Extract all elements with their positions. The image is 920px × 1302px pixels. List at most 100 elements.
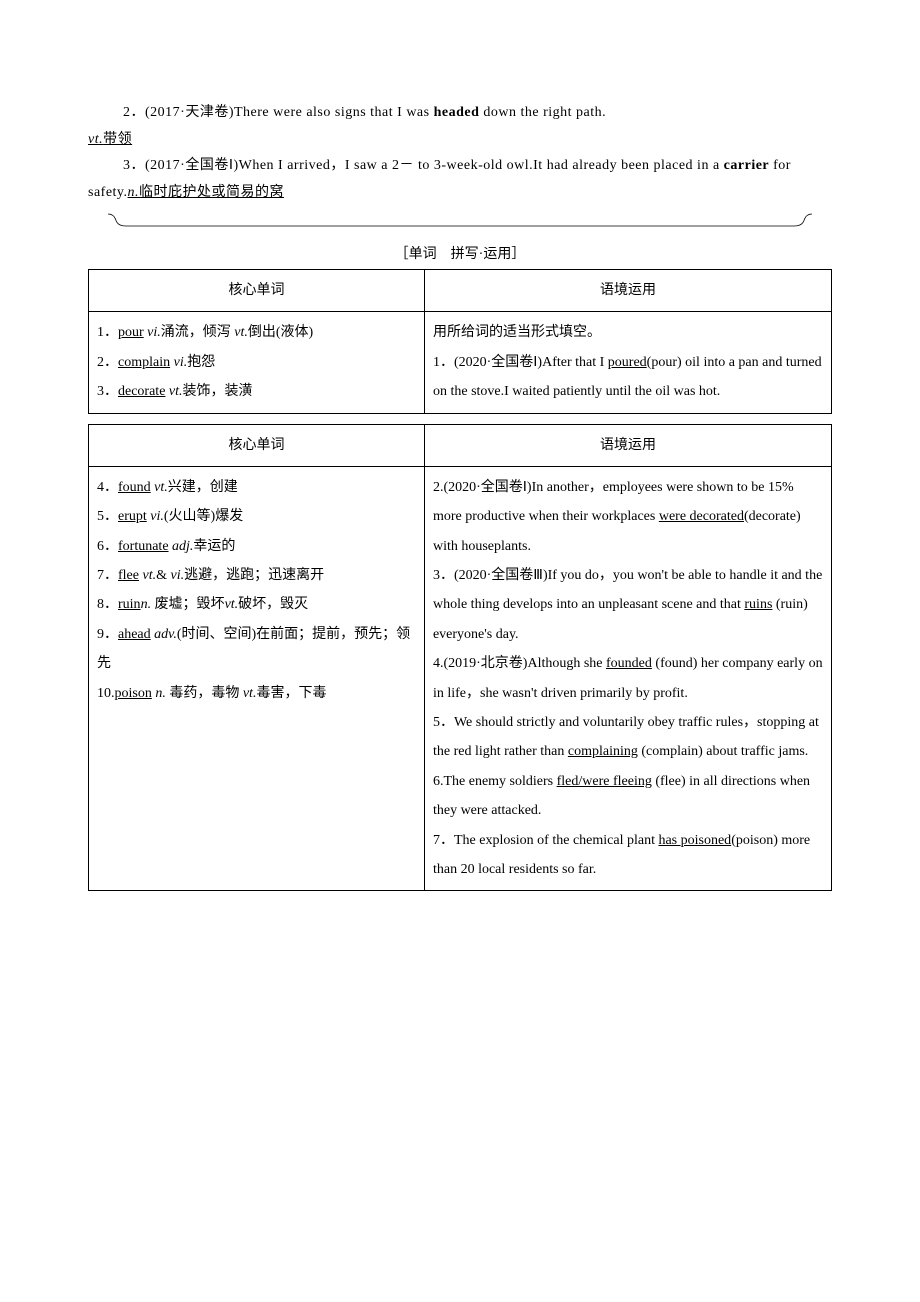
text: 2．(2017·天津卷)There were also signs that I… xyxy=(123,105,434,120)
def: (火山等)爆发 xyxy=(164,509,243,524)
word-3: 3．decorate vt.装饰，装潢 xyxy=(97,377,416,406)
def: 幸运的 xyxy=(193,539,235,554)
num: 5． xyxy=(97,509,118,524)
word: ruin xyxy=(118,597,141,612)
pos: vi. xyxy=(150,509,164,524)
num: 10. xyxy=(97,686,115,701)
answer: were decorated xyxy=(659,509,744,524)
sentence-1: 1．(2020·全国卷Ⅰ)After that I poured(pour) o… xyxy=(433,348,823,407)
core-words-cell: 4．found vt.兴建，创建 5．erupt vi.(火山等)爆发 6．fo… xyxy=(89,466,425,890)
pos: vi. xyxy=(147,325,161,340)
paragraph-3: 3．(2017·全国卷Ⅰ)When I arrived，I saw a 2－ t… xyxy=(88,153,832,206)
paragraph-2-answer: vt.带领 xyxy=(88,127,832,154)
sentence-2: 2.(2020·全国卷Ⅰ)In another，employees were s… xyxy=(433,473,823,561)
word-1: 1．pour vi.涌流，倾泻 vt.倒出(液体) xyxy=(97,318,416,347)
answer-pos: n. xyxy=(128,185,140,200)
answer-text: 临时庇护处或简易的窝 xyxy=(139,185,284,200)
text: & xyxy=(156,568,170,583)
decorative-curve xyxy=(108,212,812,232)
col-header-usage: 语境运用 xyxy=(424,424,831,466)
def: 涌流，倾泻 xyxy=(161,325,235,340)
answer-pos: vt. xyxy=(88,132,103,147)
num: 7． xyxy=(97,568,118,583)
num: 4． xyxy=(97,480,118,495)
col-header-usage: 语境运用 xyxy=(424,269,831,311)
pos: vt. xyxy=(225,597,239,612)
answer: ruins xyxy=(744,597,772,612)
answer: poured xyxy=(608,355,647,370)
def: 装饰，装潢 xyxy=(183,384,253,399)
pos: vt. xyxy=(234,325,248,340)
word: pour xyxy=(118,325,144,340)
def: 倒出(液体) xyxy=(248,325,313,340)
def: 兴建，创建 xyxy=(168,480,238,495)
word: poison xyxy=(115,686,152,701)
answer: founded xyxy=(606,656,652,671)
pos: n. xyxy=(141,597,152,612)
word: complain xyxy=(118,355,170,370)
word: ahead xyxy=(118,627,151,642)
col-header-core: 核心单词 xyxy=(89,424,425,466)
word: flee xyxy=(118,568,139,583)
vocab-table-1: 核心单词 语境运用 1．pour vi.涌流，倾泻 vt.倒出(液体) 2．co… xyxy=(88,269,832,414)
word-4: 4．found vt.兴建，创建 xyxy=(97,473,416,502)
word-6: 6．fortunate adj.幸运的 xyxy=(97,532,416,561)
text: 6.The enemy soldiers xyxy=(433,774,557,789)
pos: vi. xyxy=(170,568,184,583)
sentence-6: 6.The enemy soldiers fled/were fleeing (… xyxy=(433,767,823,826)
def: 逃避，逃跑；迅速离开 xyxy=(184,568,324,583)
answer: has poisoned xyxy=(658,833,731,848)
pos: vi. xyxy=(174,355,188,370)
word-2: 2．complain vi.抱怨 xyxy=(97,348,416,377)
pos: vt. xyxy=(154,480,168,495)
pos: vt. xyxy=(142,568,156,583)
word-7: 7．flee vt.& vi.逃避，逃跑；迅速离开 xyxy=(97,561,416,590)
word-5: 5．erupt vi.(火山等)爆发 xyxy=(97,502,416,531)
sentence-4: 4.(2019·北京卷)Although she founded (found)… xyxy=(433,649,823,708)
page: 2．(2017·天津卷)There were also signs that I… xyxy=(0,0,920,1302)
word: decorate xyxy=(118,384,165,399)
answer: fled/were fleeing xyxy=(557,774,652,789)
bold-word: headed xyxy=(434,105,480,120)
word: erupt xyxy=(118,509,147,524)
pos: adj. xyxy=(172,539,193,554)
text: 4.(2019·北京卷)Although she xyxy=(433,656,606,671)
answer-text: 带领 xyxy=(103,132,132,147)
word-10: 10.poison n. 毒药，毒物 vt.毒害，下毒 xyxy=(97,679,416,708)
pos: n. xyxy=(155,686,166,701)
paragraph-2: 2．(2017·天津卷)There were also signs that I… xyxy=(88,100,832,127)
def: 废墟；毁坏 xyxy=(151,597,225,612)
text: 1．(2020·全国卷Ⅰ)After that I xyxy=(433,355,608,370)
def: 毒药，毒物 xyxy=(166,686,243,701)
word: found xyxy=(118,480,151,495)
num: 6． xyxy=(97,539,118,554)
text: (complain) about traffic jams. xyxy=(638,744,808,759)
text: down the right path. xyxy=(479,105,606,120)
num: 2． xyxy=(97,355,118,370)
col-header-core: 核心单词 xyxy=(89,269,425,311)
pos: vt. xyxy=(243,686,257,701)
vocab-table-2: 核心单词 语境运用 4．found vt.兴建，创建 5．erupt vi.(火… xyxy=(88,424,832,892)
text: 7．The explosion of the chemical plant xyxy=(433,833,659,848)
usage-cell: 2.(2020·全国卷Ⅰ)In another，employees were s… xyxy=(424,466,831,890)
def: 破坏，毁灭 xyxy=(238,597,308,612)
section-title: ［单词 拼写·运用］ xyxy=(88,242,832,269)
pos: vt. xyxy=(169,384,183,399)
word-8: 8．ruinn. 废墟；毁坏vt.破坏，毁灭 xyxy=(97,590,416,619)
def: 毒害，下毒 xyxy=(256,686,326,701)
num: 8． xyxy=(97,597,118,612)
text: 3．(2017·全国卷Ⅰ)When I arrived，I saw a 2－ t… xyxy=(123,158,724,173)
def: 抱怨 xyxy=(187,355,215,370)
answer: complaining xyxy=(568,744,638,759)
num: 1． xyxy=(97,325,118,340)
sentence-3: 3．(2020·全国卷Ⅲ)If you do，you won't be able… xyxy=(433,561,823,649)
sentence-7: 7．The explosion of the chemical plant ha… xyxy=(433,826,823,885)
core-words-cell: 1．pour vi.涌流，倾泻 vt.倒出(液体) 2．complain vi.… xyxy=(89,312,425,413)
bold-word: carrier xyxy=(724,158,769,173)
instruction: 用所给词的适当形式填空。 xyxy=(433,318,823,347)
word-9: 9．ahead adv.(时间、空间)在前面；提前，预先；领先 xyxy=(97,620,416,679)
pos: adv. xyxy=(154,627,177,642)
num: 3． xyxy=(97,384,118,399)
sentence-5: 5．We should strictly and voluntarily obe… xyxy=(433,708,823,767)
num: 9． xyxy=(97,627,118,642)
